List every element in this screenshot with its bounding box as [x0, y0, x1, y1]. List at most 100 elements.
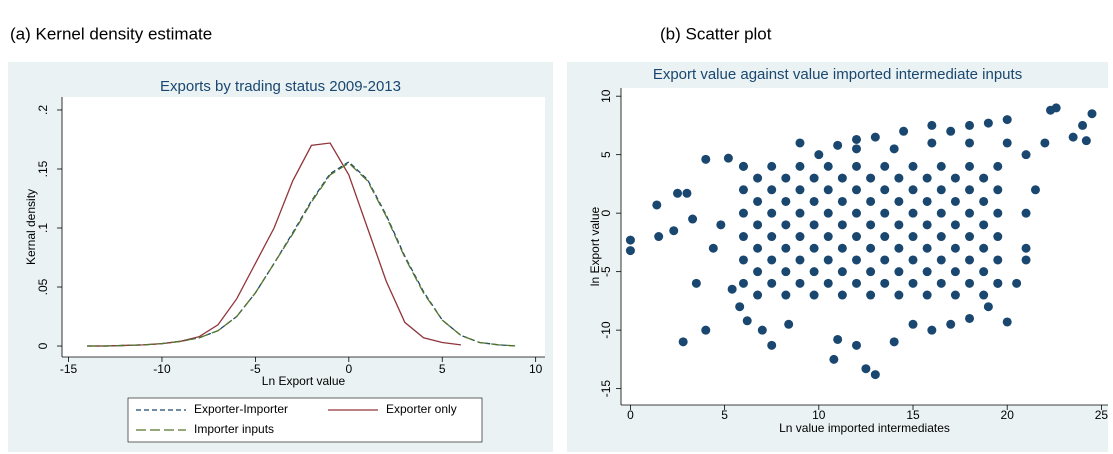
scatter-point	[851, 208, 861, 218]
scatter-point	[979, 267, 989, 277]
scatter-point	[809, 196, 819, 206]
scatter-point	[781, 196, 791, 206]
scatter-point	[1002, 317, 1012, 327]
caption: (b) Scatter plot	[660, 24, 772, 43]
scatter-point	[738, 278, 748, 288]
scatter-point	[880, 185, 890, 195]
scatter-point	[950, 173, 960, 183]
x-tick-label: 5	[439, 362, 446, 376]
scatter-point	[814, 150, 824, 160]
scatter-point	[908, 161, 918, 171]
legend-box	[127, 397, 483, 443]
scatter-point	[767, 208, 777, 218]
scatter-point	[983, 302, 993, 312]
scatter-point	[936, 161, 946, 171]
scatter-point	[950, 196, 960, 206]
x-tick-label: 10	[529, 362, 543, 376]
scatter-point	[837, 290, 847, 300]
scatter-point	[757, 325, 767, 335]
scatter-point	[795, 208, 805, 218]
scatter-point	[851, 185, 861, 195]
scatter-point	[701, 325, 711, 335]
scatter-point	[738, 185, 748, 195]
scatter-point	[823, 255, 833, 265]
x-tick-label: 25	[1095, 408, 1109, 422]
scatter-point	[894, 267, 904, 277]
scatter-point	[753, 267, 763, 277]
scatter-point	[936, 232, 946, 242]
scatter-point	[979, 220, 989, 230]
scatter-point	[922, 267, 932, 277]
scatter-point	[753, 290, 763, 300]
scatter-point	[833, 140, 843, 150]
scatter-point	[795, 278, 805, 288]
scatter-point	[965, 255, 975, 265]
x-tick-label: 0	[627, 408, 634, 422]
scatter-point	[866, 290, 876, 300]
scatter-point	[851, 134, 861, 144]
scatter-point	[908, 185, 918, 195]
x-tick-label: -10	[153, 362, 171, 376]
scatter-point	[922, 196, 932, 206]
scatter-point	[851, 161, 861, 171]
scatter-point	[889, 337, 899, 347]
scatter-point	[851, 144, 861, 154]
scatter-point	[1002, 138, 1012, 148]
scatter-point	[993, 208, 1003, 218]
scatter-point	[691, 278, 701, 288]
y-tick-label: 0	[599, 210, 613, 217]
scatter-point	[795, 255, 805, 265]
scatter-point	[993, 278, 1003, 288]
scatter-point	[851, 278, 861, 288]
scatter-point	[823, 208, 833, 218]
scatter-point	[738, 161, 748, 171]
scatter-point	[908, 208, 918, 218]
scatter-point	[908, 278, 918, 288]
scatter-point	[993, 232, 1003, 242]
scatter-point	[1030, 185, 1040, 195]
scatter-point	[866, 220, 876, 230]
scatter-point	[701, 154, 711, 164]
scatter-point	[767, 232, 777, 242]
scatter-point	[965, 278, 975, 288]
scatter-point	[837, 173, 847, 183]
scatter-point	[965, 161, 975, 171]
scatter-point	[781, 243, 791, 253]
scatter-point	[993, 161, 1003, 171]
chart-title: Exports by trading status 2009-2013	[160, 78, 401, 95]
scatter-point	[870, 370, 880, 380]
scatter-point	[625, 246, 635, 256]
scatter-point	[908, 319, 918, 329]
plot-area	[62, 97, 545, 357]
x-axis-label: Ln value imported intermediates	[779, 421, 950, 435]
scatter-point	[889, 144, 899, 154]
scatter-point	[880, 208, 890, 218]
scatter-point	[809, 290, 819, 300]
scatter-point	[781, 173, 791, 183]
scatter-point	[738, 255, 748, 265]
scatter-point	[851, 340, 861, 350]
scatter-point	[880, 255, 890, 265]
x-tick-label: -5	[250, 362, 261, 376]
legend-label: Exporter-Importer	[194, 402, 288, 416]
scatter-point	[950, 243, 960, 253]
scatter-point	[652, 200, 662, 210]
scatter-point	[742, 316, 752, 326]
scatter-point	[979, 243, 989, 253]
scatter-point	[880, 278, 890, 288]
scatter-point	[946, 126, 956, 136]
y-tick-label: -10	[599, 321, 613, 339]
scatter-point	[908, 255, 918, 265]
scatter-point	[784, 319, 794, 329]
scatter-point	[735, 302, 745, 312]
scatter-point	[823, 185, 833, 195]
scatter-point	[1087, 109, 1097, 119]
scatter-point	[927, 120, 937, 130]
scatter-point	[851, 232, 861, 242]
scatter-point	[922, 290, 932, 300]
y-tick-label: .2	[36, 105, 50, 115]
scatter-point	[866, 196, 876, 206]
scatter-point	[936, 278, 946, 288]
y-tick-label: 0	[36, 342, 50, 349]
y-tick-label: 5	[599, 151, 613, 158]
